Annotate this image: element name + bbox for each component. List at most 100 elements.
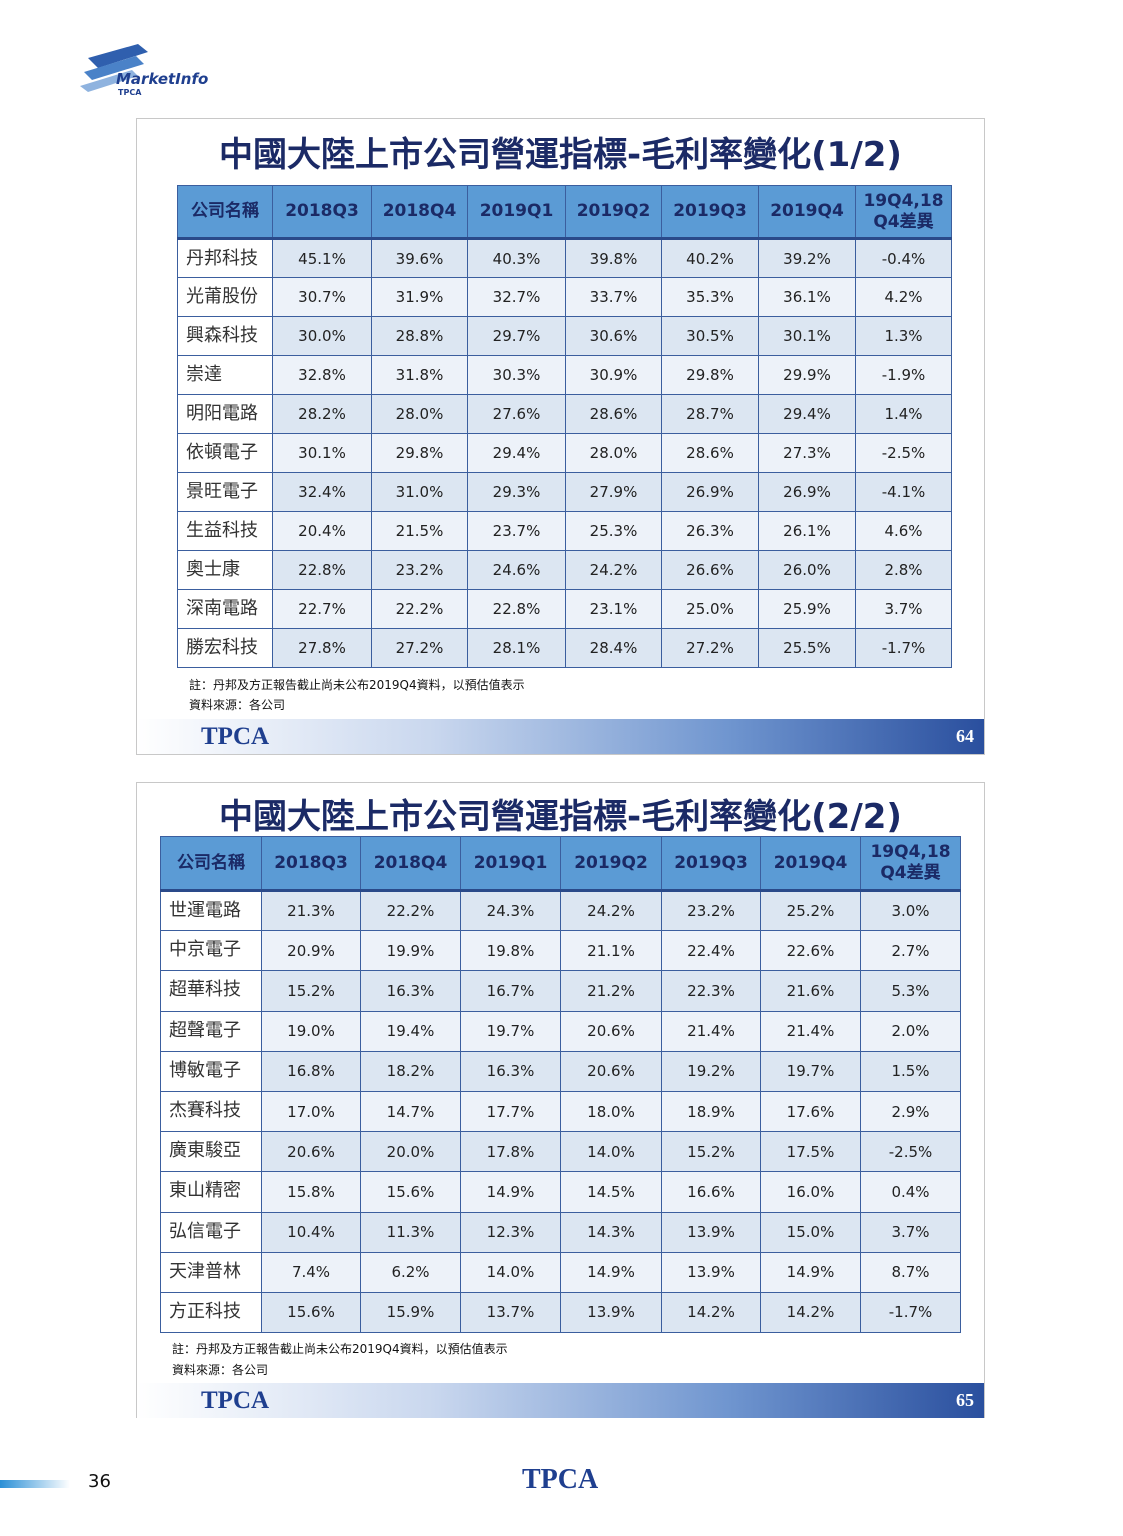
cell: 4.6% — [855, 511, 952, 551]
cell: 16.3% — [360, 970, 461, 1012]
cell: 28.7% — [661, 394, 759, 434]
cell: 25.3% — [565, 511, 662, 551]
cell: 2.0% — [860, 1010, 961, 1052]
page-number: 36 — [88, 1471, 111, 1492]
cell: 32.8% — [272, 355, 372, 395]
company-name: 光莆股份 — [177, 277, 273, 317]
table-row: 廣東駿亞 20.6% 20.0% 17.8% 14.0% 15.2% 17.5% -2.5% — [160, 1131, 961, 1173]
cell: 17.6% — [760, 1090, 861, 1133]
cell: 21.4% — [661, 1010, 761, 1052]
cell: 31.0% — [371, 472, 468, 512]
cell: 22.4% — [661, 930, 761, 972]
cell: 19.9% — [360, 930, 461, 972]
cell: 26.0% — [758, 550, 856, 590]
cell: 21.1% — [560, 930, 662, 972]
cell: 20.6% — [261, 1131, 361, 1173]
data-table: 公司名稱 2018Q3 2018Q4 2019Q1 2019Q2 2019Q3 2019Q4… — [160, 836, 961, 1334]
cell: 27.9% — [565, 472, 662, 512]
cell: 17.0% — [261, 1090, 361, 1133]
cell: 31.9% — [371, 277, 468, 317]
company-name: 明阳電路 — [177, 394, 273, 434]
cell: 24.3% — [460, 889, 561, 932]
header-row: 公司名稱 2018Q3 2018Q4 2019Q1 2019Q2 2019Q3 2019Q4… — [160, 836, 961, 892]
cell: 24.2% — [560, 889, 662, 932]
cell: 27.2% — [661, 628, 759, 668]
company-name: 杰賽科技 — [160, 1090, 262, 1133]
table-row: 弘信電子 10.4% 11.3% 12.3% 14.3% 13.9% 15.0% 3.7% — [160, 1211, 961, 1253]
cell: 26.9% — [758, 472, 856, 512]
cell: 14.0% — [460, 1251, 561, 1293]
cell: 17.8% — [460, 1131, 561, 1173]
cell: 15.2% — [261, 970, 361, 1012]
company-name: 超華科技 — [160, 970, 262, 1012]
cell: 36.1% — [758, 277, 856, 317]
cell: 26.6% — [661, 550, 759, 590]
company-name: 天津普林 — [160, 1251, 262, 1293]
company-name: 崇達 — [177, 355, 273, 395]
cell: 13.9% — [661, 1211, 761, 1253]
cell: 18.9% — [661, 1090, 761, 1133]
cell: 8.7% — [860, 1251, 961, 1293]
table-row: 丹邦科技 45.1% 39.6% 40.3% 39.8% 40.2% 39.2% -0.4% — [177, 238, 952, 278]
cell: 40.3% — [467, 238, 566, 278]
cell: 29.3% — [467, 472, 566, 512]
cell: 7.4% — [261, 1251, 361, 1293]
table-row: 崇達 32.8% 31.8% 30.3% 30.9% 29.8% 29.9% -1.9% — [177, 355, 952, 395]
cell: 26.3% — [661, 511, 759, 551]
cell: 24.2% — [565, 550, 662, 590]
cell: 0.4% — [860, 1171, 961, 1213]
company-name: 勝宏科技 — [177, 628, 273, 668]
cell: 1.4% — [855, 394, 952, 434]
cell: 17.5% — [760, 1131, 861, 1173]
cell: -1.7% — [855, 628, 952, 668]
cell: 3.0% — [860, 889, 961, 932]
cell: 27.6% — [467, 394, 566, 434]
company-name: 深南電路 — [177, 589, 273, 629]
header-row: 公司名稱 2018Q3 2018Q4 2019Q1 2019Q2 2019Q3 2019Q4… — [177, 185, 952, 240]
cell: 14.0% — [560, 1131, 662, 1173]
cell: 30.7% — [272, 277, 372, 317]
cell: 35.3% — [661, 277, 759, 317]
column-header: 2019Q1 — [460, 836, 561, 892]
cell: 19.2% — [661, 1050, 761, 1092]
table-row: 深南電路 22.7% 22.2% 22.8% 23.1% 25.0% 25.9% 3.7% — [177, 589, 952, 629]
cell: 30.1% — [272, 433, 372, 473]
cell: 15.6% — [360, 1171, 461, 1213]
cell: 27.3% — [758, 433, 856, 473]
cell: 14.9% — [760, 1251, 861, 1293]
cell: 12.3% — [460, 1211, 561, 1253]
footer-brand: TPCA — [201, 1387, 270, 1414]
logo-text: MarketInfo — [116, 70, 209, 88]
cell: 24.6% — [467, 550, 566, 590]
cell: 15.9% — [360, 1291, 461, 1334]
cell: 30.1% — [758, 316, 856, 356]
table-row: 勝宏科技 27.8% 27.2% 28.1% 28.4% 27.2% 25.5% -1.7% — [177, 628, 952, 668]
cell: 28.6% — [661, 433, 759, 473]
table-row: 方正科技 15.6% 15.9% 13.7% 13.9% 14.2% 14.2% -1.7% — [160, 1291, 961, 1334]
table-row: 超聲電子 19.0% 19.4% 19.7% 20.6% 21.4% 21.4% 2.0% — [160, 1010, 961, 1052]
cell: 40.2% — [661, 238, 759, 278]
column-header: 2018Q4 — [360, 836, 461, 892]
cell: 28.2% — [272, 394, 372, 434]
cell: 5.3% — [860, 970, 961, 1012]
company-name: 超聲電子 — [160, 1010, 262, 1052]
cell: 14.9% — [460, 1171, 561, 1213]
cell: 30.6% — [565, 316, 662, 356]
cell: 20.4% — [272, 511, 372, 551]
cell: 16.3% — [460, 1050, 561, 1092]
cell: 27.8% — [272, 628, 372, 668]
column-header: 2019Q4 — [760, 836, 861, 892]
cell: 2.8% — [855, 550, 952, 590]
cell: 10.4% — [261, 1211, 361, 1253]
cell: 25.9% — [758, 589, 856, 629]
column-header: 2018Q3 — [261, 836, 361, 892]
cell: 21.6% — [760, 970, 861, 1012]
cell: 22.2% — [371, 589, 468, 629]
cell: 13.9% — [560, 1291, 662, 1334]
cell: 28.0% — [565, 433, 662, 473]
company-name: 依頓電子 — [177, 433, 273, 473]
cell: 23.7% — [467, 511, 566, 551]
column-header: 2019Q3 — [661, 836, 761, 892]
column-header: 2019Q4 — [758, 185, 856, 240]
cell: 14.5% — [560, 1171, 662, 1213]
